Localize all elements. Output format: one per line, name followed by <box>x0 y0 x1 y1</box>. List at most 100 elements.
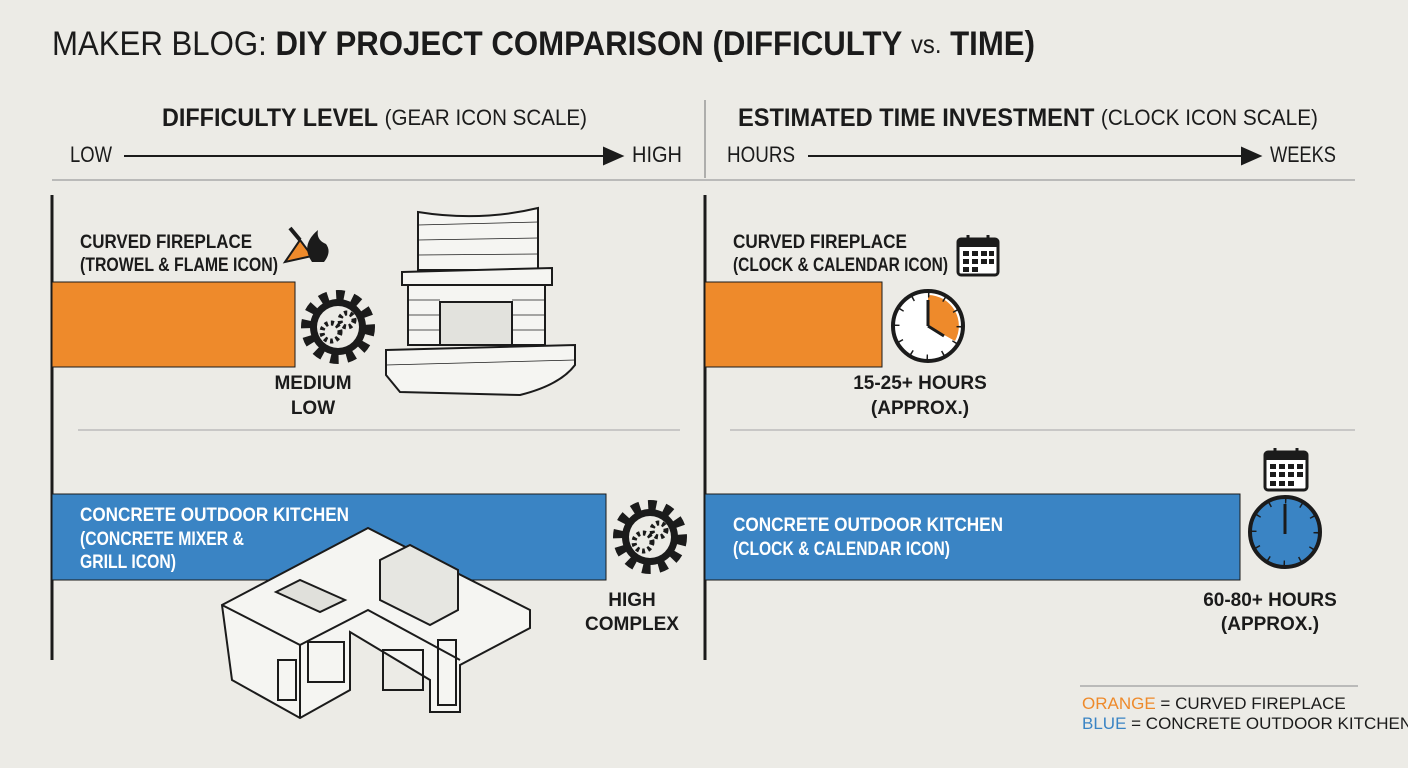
calendar-icon-part-part <box>981 259 987 264</box>
calendar-icon-part-part <box>1288 472 1294 477</box>
calendar-icon-part-part <box>963 259 969 264</box>
scale-arrow <box>124 146 1263 166</box>
rating: 15-25+ HOURS <box>853 373 987 394</box>
calendar-icon-part-part <box>972 259 978 264</box>
legend-text: = CONCRETE OUTDOOR KITCHEN <box>1131 714 1408 733</box>
heading: DIFFICULTY LEVEL <box>162 104 378 132</box>
rating: (APPROX.) <box>1221 614 1319 635</box>
legend-text: = CURVED FIREPLACE <box>1160 694 1345 713</box>
calendar-icon-part-part <box>963 267 969 272</box>
item-note: (TROWEL & FLAME ICON) <box>80 255 278 276</box>
fireplace-illustration-part-part <box>417 253 539 256</box>
kitchen-illustration-part <box>307 641 345 683</box>
title-vs: vs. <box>911 29 941 59</box>
legend-key: BLUE <box>1082 714 1126 733</box>
kitchen-illustration-part <box>379 543 459 627</box>
heading: ESTIMATED TIME INVESTMENT <box>738 104 1094 132</box>
item-name: CURVED FIREPLACE <box>733 232 907 253</box>
gear-icon-part <box>649 520 669 540</box>
calendar-icon-part-part <box>972 267 978 272</box>
rating: (APPROX.) <box>871 398 969 419</box>
scale-start: HOURS <box>727 142 795 167</box>
scale-arrow-part <box>603 146 625 166</box>
item-note: (CLOCK & CALENDAR ICON) <box>733 539 950 560</box>
calendar-icon-part-part <box>1270 464 1276 469</box>
calendar-icon-part-part <box>963 251 969 256</box>
gear-icon-part <box>631 530 655 554</box>
clock-icon-part <box>927 324 945 338</box>
clock-icon-part <box>1251 498 1319 566</box>
gear-icon <box>301 290 375 364</box>
fireplace-illustration <box>385 206 576 397</box>
kitchen-illustration <box>220 526 531 720</box>
scale-arrow-part <box>1241 146 1263 166</box>
subheading: (CLOCK ICON SCALE) <box>1101 105 1318 130</box>
clock-icon-part <box>894 292 962 360</box>
item-note: (CONCRETE MIXER & <box>80 529 244 550</box>
bar-orange <box>704 281 883 368</box>
gear-icon-part <box>613 500 687 574</box>
calendar-icon-part-part <box>1270 481 1276 486</box>
item-name: CONCRETE OUTDOOR KITCHEN <box>80 505 349 526</box>
scale-end: WEEKS <box>1270 142 1336 167</box>
clock-icon <box>891 289 965 363</box>
rating: LOW <box>291 398 335 419</box>
fireplace-illustration-part-part <box>417 237 539 241</box>
legend-key: ORANGE <box>1082 694 1156 713</box>
calendar-icon-part-part <box>1297 472 1303 477</box>
gear-icon-part <box>301 290 375 364</box>
gear-icon-part <box>319 320 343 344</box>
calendar-icon-part-part <box>972 251 978 256</box>
rating: MEDIUM <box>274 373 351 394</box>
kitchen-illustration-part <box>273 578 348 614</box>
calendar-icon-part-part <box>1288 481 1294 486</box>
title: MAKER BLOG: DIY PROJECT COMPARISON (DIFF… <box>52 25 1035 63</box>
fireplace-illustration-part-part <box>385 359 576 366</box>
calendar-icon-part-part <box>1279 472 1285 477</box>
calendar-icon-part-part <box>989 251 994 256</box>
title-prefix: MAKER BLOG: <box>52 25 267 63</box>
rating: HIGH <box>608 590 656 611</box>
calendar-icon-part-part <box>1288 464 1294 469</box>
bar-blue <box>704 493 1241 581</box>
fireplace-illustration-part <box>385 221 576 366</box>
kitchen-illustration-part <box>221 604 461 718</box>
calendar-icon-part <box>1270 464 1303 486</box>
calendar-icon-part-part <box>1279 481 1285 486</box>
legend-entry: ORANGE = CURVED FIREPLACE <box>1082 694 1346 713</box>
item-note: (CLOCK & CALENDAR ICON) <box>733 255 948 276</box>
trowel-flame-icon <box>282 226 329 264</box>
gear-icon-part <box>337 310 357 330</box>
fireplace-illustration-part-part <box>417 221 539 226</box>
clock-icon <box>1248 495 1322 569</box>
kitchen-illustration-part <box>382 649 424 691</box>
calendar-icon-part-part <box>1270 472 1276 477</box>
scale-start: LOW <box>70 142 112 167</box>
fireplace-illustration-part <box>401 266 553 286</box>
calendar-icon <box>956 235 1000 277</box>
rating: 60-80+ HOURS <box>1203 590 1337 611</box>
title-end: TIME) <box>950 25 1035 63</box>
trowel-flame-icon-part <box>288 226 302 242</box>
item-note: GRILL ICON) <box>80 552 176 573</box>
rating: COMPLEX <box>585 614 679 635</box>
legend-entry: BLUE = CONCRETE OUTDOOR KITCHEN <box>1082 714 1408 733</box>
scale-end: HIGH <box>632 142 682 167</box>
kitchen-illustration-part <box>277 659 297 701</box>
calendar-icon-part-part <box>989 259 994 264</box>
fireplace-illustration-part <box>385 343 576 397</box>
bar-orange <box>51 281 296 368</box>
calendar-icon-part-part <box>1297 464 1303 469</box>
calendar-icon-part <box>963 251 994 272</box>
calendar-icon-part <box>958 239 998 247</box>
item-name: CURVED FIREPLACE <box>80 232 252 253</box>
panel-heading: ESTIMATED TIME INVESTMENT (CLOCK ICON SC… <box>738 104 1318 132</box>
trowel-flame-icon-part <box>307 230 329 262</box>
fireplace-illustration-part <box>439 301 513 346</box>
calendar-icon-part-part <box>1279 464 1285 469</box>
calendar-icon-part-part <box>981 251 987 256</box>
trowel-flame-icon-part <box>282 238 314 264</box>
calendar-icon <box>1263 448 1309 492</box>
title-main: DIY PROJECT COMPARISON (DIFFICULTY <box>275 25 902 63</box>
gear-icon <box>613 500 687 574</box>
